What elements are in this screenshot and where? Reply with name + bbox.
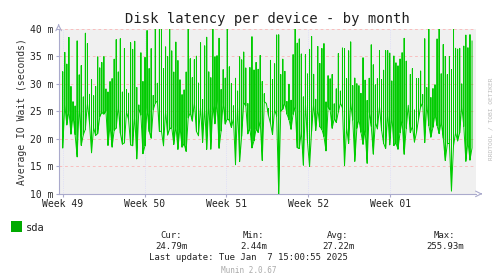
Text: sda: sda — [26, 223, 45, 233]
Text: 2.44m: 2.44m — [240, 242, 267, 251]
Text: RRDTOOL / TOBI OETIKER: RRDTOOL / TOBI OETIKER — [488, 77, 493, 160]
Text: Munin 2.0.67: Munin 2.0.67 — [221, 266, 276, 274]
Text: Last update: Tue Jan  7 15:00:55 2025: Last update: Tue Jan 7 15:00:55 2025 — [149, 253, 348, 262]
Text: 255.93m: 255.93m — [426, 242, 464, 251]
Title: Disk latency per device - by month: Disk latency per device - by month — [125, 12, 410, 26]
Text: 27.22m: 27.22m — [322, 242, 354, 251]
Text: Cur:: Cur: — [161, 231, 182, 240]
Text: Avg:: Avg: — [327, 231, 349, 240]
Y-axis label: Average IO Wait (seconds): Average IO Wait (seconds) — [17, 38, 27, 185]
Text: Max:: Max: — [434, 231, 456, 240]
Text: 24.79m: 24.79m — [156, 242, 187, 251]
Text: Min:: Min: — [243, 231, 264, 240]
